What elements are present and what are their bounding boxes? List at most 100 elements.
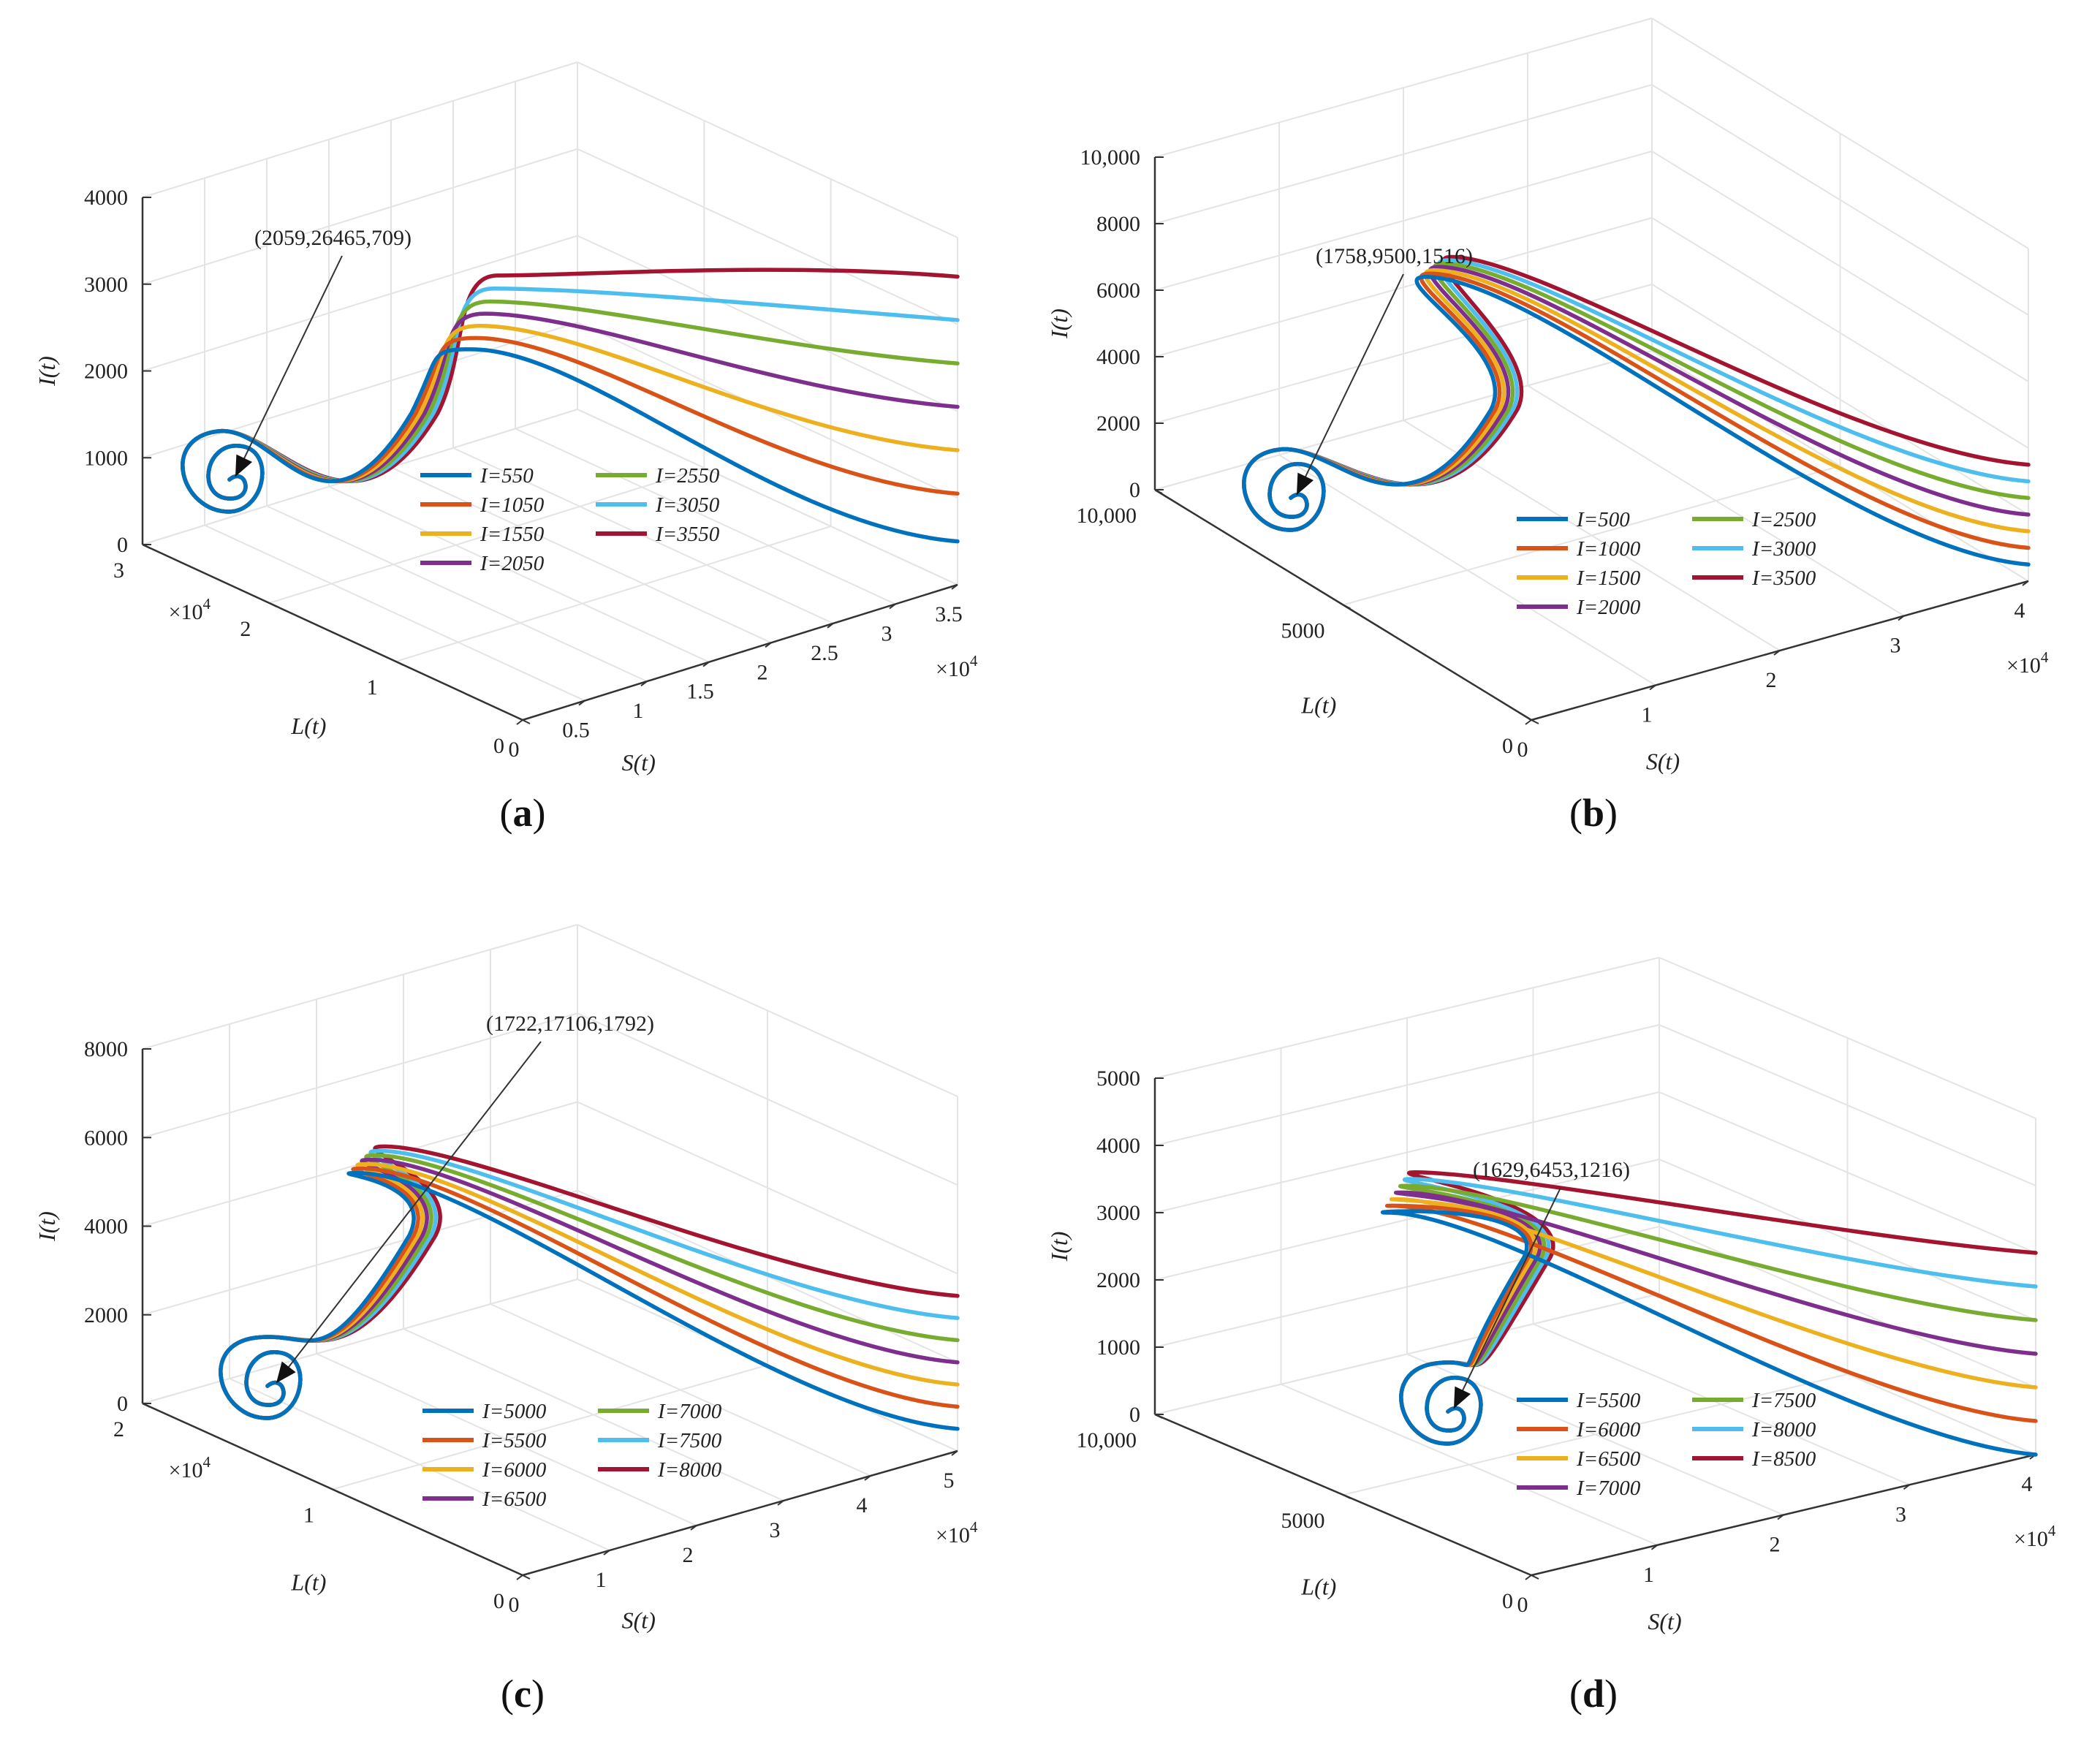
l-tick-label: 1 xyxy=(303,1504,314,1528)
s-tick-label: 2 xyxy=(1770,1533,1781,1557)
grid-line xyxy=(1527,384,1905,617)
l-axis-label: L(t) xyxy=(1300,691,1336,718)
legend-label-6: I=7500 xyxy=(657,1429,722,1452)
i-axis-label: I(t) xyxy=(34,356,60,387)
i-tick-label: 5000 xyxy=(1096,1066,1140,1091)
i-tick-label: 3000 xyxy=(84,273,128,297)
legend-label-2: I=5500 xyxy=(482,1429,547,1452)
trajectories xyxy=(1242,254,2031,566)
s-tick xyxy=(516,1574,523,1580)
legend-label-4: I=2000 xyxy=(1576,596,1641,619)
grid-line xyxy=(515,428,896,605)
s-tick xyxy=(2022,580,2029,586)
panel-caption: (b) xyxy=(1569,791,1618,835)
s-tick xyxy=(1650,1544,1659,1550)
annotation-arrow-head xyxy=(1297,472,1314,495)
panel-caption: (d) xyxy=(1569,1672,1618,1716)
s-tick-label: 3 xyxy=(882,621,892,645)
chart-panel-b: 0500010,000012340200040006000800010,000L… xyxy=(1046,18,2049,835)
l-axis-label: L(t) xyxy=(290,713,326,739)
grid-line xyxy=(577,148,958,325)
s-tick-label: 0 xyxy=(1517,1593,1528,1617)
s-tick xyxy=(1777,1514,1784,1520)
series-line-5 xyxy=(1242,261,2031,532)
l-tick-label: 0 xyxy=(1502,1589,1513,1613)
s-tick xyxy=(1898,615,1905,621)
series-line-2 xyxy=(219,1166,960,1420)
s-axis-label: S(t) xyxy=(1648,1608,1681,1634)
s-tick xyxy=(690,1525,697,1531)
i-tick-label: 1000 xyxy=(1096,1335,1140,1360)
l-tick xyxy=(332,1488,341,1494)
grid xyxy=(142,61,958,721)
l-tick xyxy=(1531,719,1539,724)
s-tick xyxy=(1649,684,1656,691)
grid-line xyxy=(577,409,958,586)
legend-label-3: I=1500 xyxy=(1576,566,1641,590)
s-tick-label: 3 xyxy=(1890,634,1901,658)
grid-line xyxy=(142,1189,578,1316)
i-tick-label: 0 xyxy=(117,1392,128,1416)
grid-line xyxy=(204,524,585,702)
i-tick-label: 8000 xyxy=(84,1037,128,1061)
i-tick-label: 4000 xyxy=(1096,1134,1140,1158)
l-tick xyxy=(268,602,277,607)
i-tick-label: 0 xyxy=(1129,1403,1140,1427)
i-tick-label: 4000 xyxy=(84,1215,128,1239)
legend-label-3: I=6500 xyxy=(1576,1447,1641,1471)
s-tick xyxy=(1525,1574,1532,1580)
series-line-2 xyxy=(1242,271,2031,550)
grid-line xyxy=(328,485,710,663)
legend-label-6: I=3050 xyxy=(655,493,720,517)
grid-line xyxy=(142,1278,578,1404)
l-tick-label: 1 xyxy=(367,675,378,700)
s-tick-label: 2 xyxy=(757,660,768,684)
series-line-3 xyxy=(181,324,960,514)
equilibrium-annotation: (1758,9500,1516) xyxy=(1316,244,1473,268)
legend-label-1: I=5500 xyxy=(1576,1389,1641,1412)
legend-label-1: I=550 xyxy=(479,464,534,488)
s-tick xyxy=(578,700,585,706)
l-exponent: ×104 xyxy=(169,595,211,624)
annotation-arrow-head xyxy=(1454,1386,1471,1409)
l-tick-label: 2 xyxy=(113,1417,124,1441)
panel-caption: (a) xyxy=(500,791,546,835)
l-tick-label: 0 xyxy=(493,1589,504,1613)
legend-label-7: I=3500 xyxy=(1751,566,1816,590)
i-axis-label: I(t) xyxy=(1046,308,1072,339)
chart-panel-d: 0500010,00001234010002000300040005000L(t… xyxy=(1046,957,2056,1716)
grid-line xyxy=(1533,1323,1910,1486)
series-line-5 xyxy=(181,299,960,514)
legend: I=5000 I=5500 I=6000 I=6500 I=7000 I=7500 I=80… xyxy=(422,1400,722,1511)
legend-label-3: I=1550 xyxy=(479,523,545,546)
s-tick xyxy=(640,681,648,686)
grid-line xyxy=(577,235,958,412)
s-axis-label: S(t) xyxy=(622,749,656,776)
i-tick-label: 0 xyxy=(1129,478,1140,502)
chart-panel-a: 012300.511.522.533.501000200030004000L(t… xyxy=(34,61,978,835)
s-tick xyxy=(765,642,772,648)
l-tick xyxy=(395,661,404,666)
trajectories xyxy=(181,268,960,544)
series-line-4 xyxy=(1242,265,2031,532)
l-axis-label: L(t) xyxy=(290,1569,326,1596)
s-tick xyxy=(777,1500,784,1506)
l-tick xyxy=(1343,604,1351,610)
grid-line xyxy=(142,322,578,459)
s-tick-label: 0 xyxy=(1517,738,1528,762)
i-tick-label: 6000 xyxy=(84,1126,128,1150)
l-tick-label: 10,000 xyxy=(1077,504,1137,528)
series-line-1 xyxy=(219,1171,960,1431)
i-tick-label: 2000 xyxy=(1096,1268,1140,1292)
l-tick-label: 3 xyxy=(113,558,124,583)
grid-line xyxy=(403,1328,784,1501)
i-tick-label: 4000 xyxy=(84,186,128,210)
legend-label-7: I=3550 xyxy=(655,523,720,546)
s-tick-label: 4 xyxy=(2022,1472,2033,1496)
s-tick xyxy=(603,1550,610,1555)
s-exponent: ×104 xyxy=(2006,648,2049,678)
s-tick-label: 4 xyxy=(857,1493,868,1517)
series-line-1 xyxy=(1242,275,2031,566)
i-axis-label: I(t) xyxy=(34,1211,60,1242)
